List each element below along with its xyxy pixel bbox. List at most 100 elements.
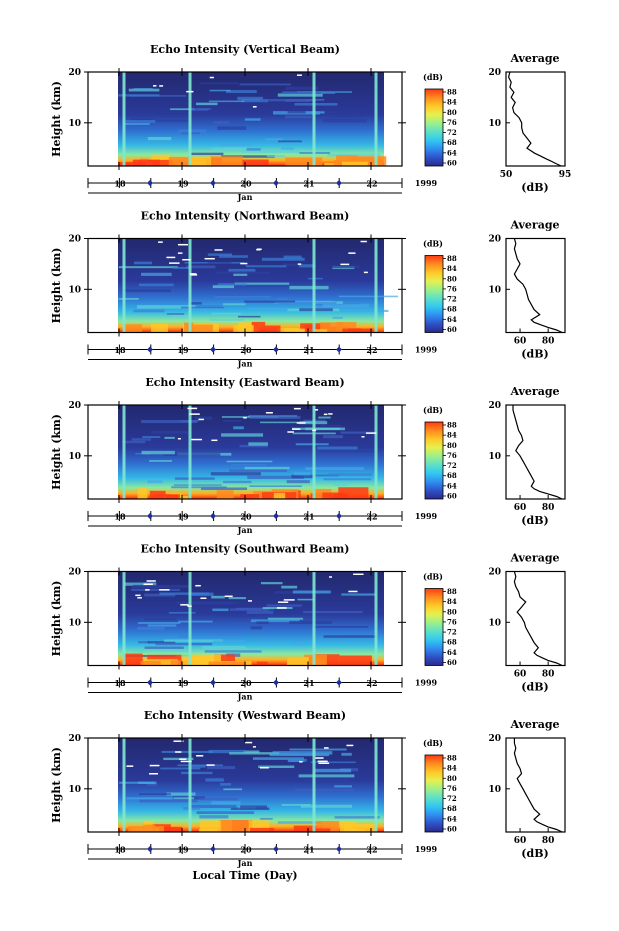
echo-streak xyxy=(211,147,247,151)
echo-streak xyxy=(133,309,165,313)
echo-streak xyxy=(243,750,260,754)
echo-streak xyxy=(215,271,271,275)
echo-streak xyxy=(211,595,225,599)
echo-ground-layer xyxy=(151,323,168,333)
echo-streak xyxy=(238,315,261,318)
echo-streak xyxy=(223,788,242,791)
echo-streak xyxy=(298,264,316,268)
colorbar-label: (dB) xyxy=(423,572,443,582)
echo-streak xyxy=(172,267,192,269)
day-marker xyxy=(210,679,216,686)
echo-streak xyxy=(323,478,372,481)
echo-streak xyxy=(310,761,356,764)
y-tick-label: 20 xyxy=(68,235,81,245)
echo-streak xyxy=(322,118,367,123)
panel-title: Echo Intensity (Southward Beam) xyxy=(141,543,350,556)
echo-streak xyxy=(219,255,249,258)
echo-ground-layer xyxy=(264,325,281,333)
echo-streak xyxy=(244,466,290,470)
echo-streak xyxy=(139,799,198,803)
missing-data xyxy=(299,761,303,763)
colorbar-label: (dB) xyxy=(423,738,443,748)
missing-data xyxy=(179,758,187,760)
echo-streak xyxy=(332,316,343,319)
echo-streak xyxy=(237,96,264,101)
day-marker xyxy=(273,180,279,186)
echo-streak xyxy=(334,483,349,487)
missing-data xyxy=(149,773,158,775)
missing-data xyxy=(360,240,367,243)
profile-line xyxy=(513,738,563,833)
echo-streak xyxy=(205,778,224,782)
echo-streak xyxy=(261,257,305,261)
echo-streak xyxy=(160,767,201,770)
colorbar-tick-label: 80 xyxy=(447,441,457,450)
profile-y-tick-label: 10 xyxy=(488,452,501,462)
y-tick-label: 10 xyxy=(68,618,81,628)
profile-line xyxy=(512,405,563,500)
y-axis-label: Height (km) xyxy=(50,747,63,823)
missing-data xyxy=(180,604,189,606)
echo-streak xyxy=(334,785,352,788)
echo-streak xyxy=(164,436,175,439)
echo-streak xyxy=(178,635,189,638)
echo-ground-layer xyxy=(249,827,275,832)
echo-streak xyxy=(138,641,150,644)
echo-ground-layer xyxy=(344,823,377,832)
missing-data xyxy=(312,429,317,432)
echo-streak xyxy=(213,121,230,124)
echo-streak xyxy=(260,582,283,585)
x-tick-label: 19 xyxy=(177,678,189,688)
rain-streak xyxy=(122,238,126,333)
profile-x-tick-label: 60 xyxy=(514,836,527,846)
echo-ground-layer xyxy=(304,325,314,333)
echo-ground-layer xyxy=(352,828,365,832)
echo-streak xyxy=(340,309,389,313)
echo-streak xyxy=(281,91,322,94)
missing-data xyxy=(348,252,356,254)
echo-streak xyxy=(239,83,291,86)
echo-streak xyxy=(304,778,350,782)
echo-streak xyxy=(293,642,306,646)
missing-data xyxy=(175,751,182,753)
echo-streak xyxy=(277,821,323,824)
echo-ground-layer xyxy=(118,162,146,166)
echo-streak xyxy=(250,626,263,630)
echo-streak xyxy=(228,268,256,272)
missing-data xyxy=(214,249,223,251)
echo-streak xyxy=(212,285,235,289)
echo-streak xyxy=(122,440,146,444)
average-profile: Average 10 20 60 80(dB) xyxy=(488,718,566,860)
echo-streak xyxy=(136,305,196,309)
day-marker xyxy=(147,846,153,852)
echo-streak xyxy=(144,646,184,649)
echo-streak xyxy=(247,307,287,311)
echo-streak xyxy=(323,435,344,439)
echo-streak xyxy=(159,592,209,595)
average-profile: Average 10 20 50 95 (dB) xyxy=(488,52,571,194)
y-tick-label: 20 xyxy=(68,68,81,78)
missing-data xyxy=(169,262,180,264)
echo-streak xyxy=(277,140,302,143)
echo-streak xyxy=(259,99,315,102)
x-tick-label: 18 xyxy=(114,845,126,855)
echo-streak xyxy=(298,774,355,778)
echo-streak xyxy=(146,782,158,786)
missing-data xyxy=(314,409,319,411)
missing-data xyxy=(177,437,181,440)
echo-streak xyxy=(233,426,244,430)
echo-streak xyxy=(260,421,312,424)
profile-y-tick-label: 10 xyxy=(488,618,501,628)
echo-streak xyxy=(171,486,227,489)
echo-ground-layer xyxy=(287,657,309,666)
echo-streak xyxy=(135,119,190,122)
echo-streak xyxy=(266,155,285,158)
echo-streak xyxy=(233,272,248,276)
profile-title: Average xyxy=(509,385,559,398)
echo-streak xyxy=(249,415,301,419)
profile-y-tick-label: 20 xyxy=(488,734,501,744)
day-marker xyxy=(336,346,342,353)
echo-streak xyxy=(173,797,195,800)
echo-streak xyxy=(190,302,202,305)
echo-ground-layer xyxy=(307,828,331,832)
